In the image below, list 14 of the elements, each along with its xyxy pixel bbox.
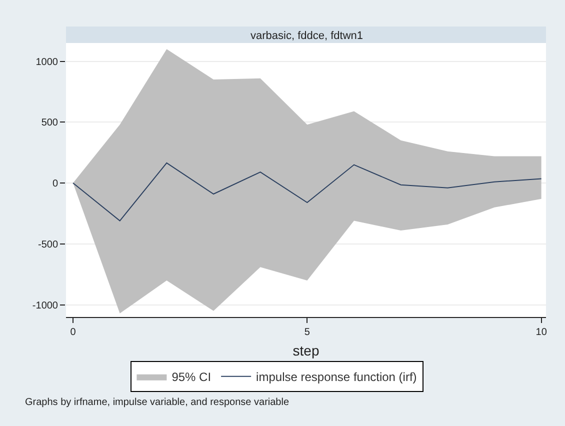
y-tick-label: -1000 (32, 300, 58, 312)
x-tick-label: 10 (536, 327, 548, 338)
x-axis-title: step (292, 342, 320, 358)
text: 95% CI (172, 370, 212, 384)
y-tick-label: 500 (41, 118, 58, 129)
x-tick-label: 0 (70, 327, 76, 338)
y-tick-label: -500 (38, 239, 58, 250)
legend-label: impulse response function (irf) (256, 370, 417, 384)
y-tick-label: 0 (52, 178, 58, 190)
y-tick-label: 1000 (36, 56, 58, 68)
chart-title: varbasic, fddce, fdtwn1 (250, 30, 364, 42)
x-tick-label: 5 (304, 327, 310, 338)
line-series (72, 162, 542, 222)
text: Graphs by irfname, impulse variable, and response variable (25, 397, 290, 408)
